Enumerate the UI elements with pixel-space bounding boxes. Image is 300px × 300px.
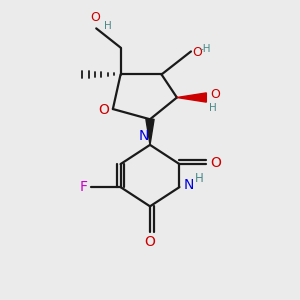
Text: O: O <box>192 46 202 59</box>
Text: N: N <box>138 129 149 143</box>
Text: O: O <box>210 88 220 101</box>
Text: O: O <box>145 235 155 249</box>
Text: H: H <box>104 21 112 31</box>
Polygon shape <box>146 119 154 145</box>
Text: H: H <box>209 103 217 112</box>
Text: -H: -H <box>200 44 212 54</box>
Text: O: O <box>98 103 109 117</box>
Text: N: N <box>183 178 194 192</box>
Text: H: H <box>195 172 204 185</box>
Text: O: O <box>210 156 221 170</box>
Text: O: O <box>90 11 100 24</box>
Text: F: F <box>79 180 87 194</box>
Polygon shape <box>177 93 206 102</box>
